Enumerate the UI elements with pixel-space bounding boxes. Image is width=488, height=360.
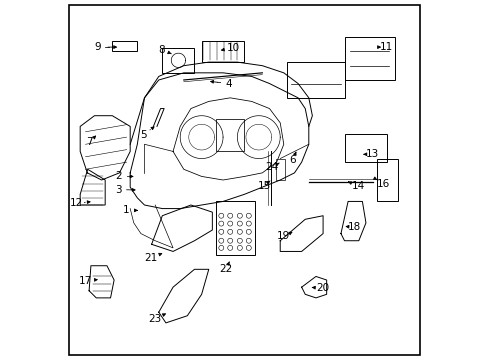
Text: 19: 19: [277, 231, 290, 242]
Text: 5: 5: [140, 130, 147, 140]
Text: 20: 20: [316, 283, 329, 293]
Text: 23: 23: [147, 314, 161, 324]
Text: 4: 4: [224, 78, 231, 89]
Text: 13: 13: [365, 149, 378, 159]
Text: 17: 17: [79, 276, 92, 286]
Text: 12: 12: [70, 198, 83, 208]
Text: 16: 16: [376, 179, 389, 189]
Text: 3: 3: [115, 185, 122, 195]
Text: 15: 15: [257, 181, 270, 191]
Text: 6: 6: [289, 155, 295, 165]
Text: 7: 7: [85, 138, 92, 148]
Text: 11: 11: [379, 42, 392, 52]
Text: 10: 10: [226, 43, 239, 53]
Text: 2: 2: [115, 171, 122, 181]
Text: 14: 14: [351, 181, 364, 192]
Text: 21: 21: [144, 253, 157, 263]
Text: 22: 22: [219, 264, 232, 274]
Text: 9: 9: [94, 42, 101, 52]
Text: 1: 1: [122, 205, 129, 215]
Text: 8: 8: [158, 45, 164, 55]
Text: 18: 18: [347, 222, 361, 232]
Text: 24: 24: [265, 162, 279, 172]
